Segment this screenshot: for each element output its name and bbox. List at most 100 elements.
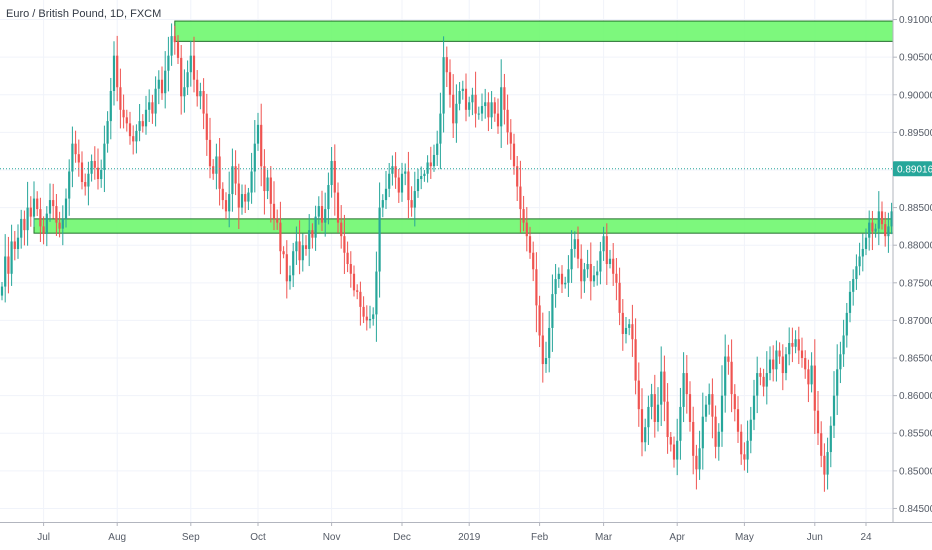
candle-down [336, 192, 340, 223]
candle-down [685, 373, 688, 395]
y-tick-label: 0.89500 [899, 128, 932, 139]
candle-up [295, 241, 298, 252]
candle-down [160, 79, 164, 94]
candle-down [224, 200, 228, 212]
candle-up [87, 173, 90, 187]
candle-down [672, 444, 676, 460]
y-tick-label: 0.86500 [899, 354, 932, 365]
candle-up [0, 286, 4, 296]
candle-down [212, 166, 215, 174]
x-tick-label: 2019 [458, 532, 481, 543]
candle-down [823, 455, 826, 475]
candle-down [637, 380, 640, 410]
candle-down [496, 113, 500, 127]
candle-down [221, 188, 224, 201]
candle-up [848, 291, 852, 313]
candle-up [599, 251, 602, 272]
candle-up [400, 173, 404, 193]
candle-down [362, 306, 365, 317]
candle-down [29, 207, 32, 217]
candle-down [276, 218, 279, 223]
candle-up [247, 192, 250, 202]
candle-up [148, 102, 151, 110]
x-axis-panel[interactable] [0, 522, 932, 550]
candle-down [813, 365, 816, 411]
candle-down [356, 290, 359, 292]
candle-up [717, 431, 720, 447]
candle-up [215, 156, 218, 174]
candle-up [253, 143, 256, 172]
candle-up [682, 373, 685, 407]
candle-up [266, 177, 269, 192]
candle-up [100, 169, 103, 180]
candle-up [564, 282, 567, 285]
candle-down [669, 437, 672, 445]
candle-down [407, 171, 410, 201]
y-axis-panel[interactable] [893, 0, 932, 522]
candle-up [16, 237, 20, 249]
candle-down [663, 371, 666, 402]
candle-up [708, 394, 711, 405]
candle-down [880, 211, 884, 225]
candle-up [461, 88, 464, 92]
candle-up [109, 91, 112, 122]
candle-up [554, 279, 557, 295]
candle-up [756, 373, 759, 396]
candle-down [730, 361, 733, 395]
candle-up [836, 369, 839, 396]
zones [33, 20, 894, 234]
candle-down [39, 209, 42, 227]
candle-up [250, 171, 253, 193]
candle-up [432, 154, 436, 167]
candle-up [842, 335, 845, 355]
x-tick-label: Apr [669, 532, 685, 543]
current-price-badge [893, 161, 932, 177]
candle-down [343, 236, 346, 253]
candle-down [269, 177, 272, 204]
candle-up [832, 395, 836, 426]
tick-labels: 0.910000.905000.900000.895000.890000.885… [37, 15, 932, 543]
candle-down [797, 339, 800, 351]
x-tick-label: Sep [182, 532, 200, 543]
candle-down [208, 139, 212, 167]
candle-down [452, 94, 455, 124]
candle-down [781, 356, 784, 374]
candle-down [151, 102, 154, 114]
candle-up [548, 327, 551, 359]
candle-up [602, 236, 605, 252]
candle-up [381, 200, 384, 208]
candle-up [404, 171, 407, 174]
candle-down [791, 342, 794, 347]
candle-up [749, 419, 752, 441]
candle-down [695, 455, 698, 470]
y-tick-label: 0.88500 [899, 203, 932, 214]
candle-up [45, 213, 48, 234]
candle-up [330, 160, 333, 186]
candle-down [128, 123, 132, 137]
candle-up [368, 318, 372, 321]
candle-down [509, 132, 512, 144]
candle-up [48, 200, 52, 214]
candle-down [58, 222, 61, 229]
candle-down [52, 200, 55, 207]
candle-down [516, 166, 519, 187]
candle-up [186, 72, 189, 88]
candle-up [455, 103, 458, 124]
candle-down [666, 401, 669, 438]
y-tick-label: 0.88000 [899, 241, 932, 252]
candle-down [525, 222, 528, 237]
candle-up [567, 269, 570, 283]
candle-down [519, 186, 522, 210]
y-tick-label: 0.87500 [899, 278, 932, 289]
candle-down [589, 264, 592, 282]
candle-down [807, 369, 810, 385]
candle-up [112, 55, 116, 92]
candle-up [471, 94, 474, 103]
candle-down [640, 409, 644, 443]
candle-down [816, 410, 820, 434]
candle-down [141, 121, 144, 127]
candle-up [887, 226, 890, 237]
